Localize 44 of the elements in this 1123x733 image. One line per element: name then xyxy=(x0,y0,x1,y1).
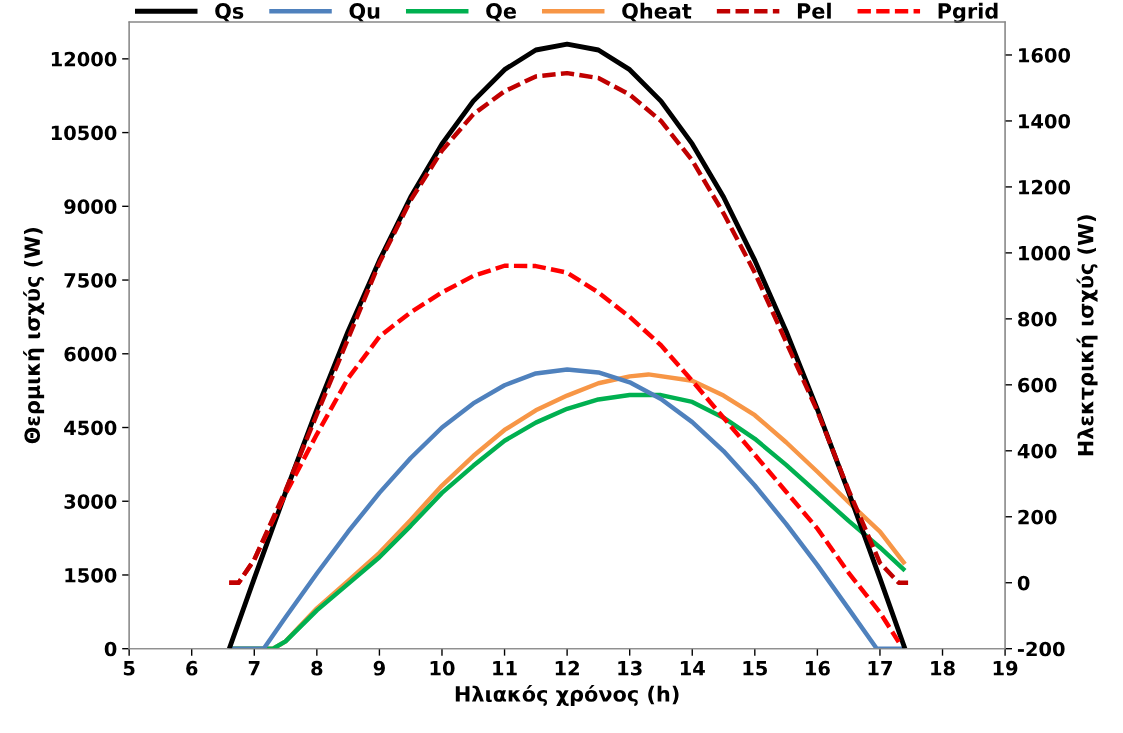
legend-label: Pgrid xyxy=(938,2,998,24)
line-series xyxy=(227,70,911,585)
y2-tick-label: 1200 xyxy=(1019,179,1071,195)
x-tick-label: 9 xyxy=(373,660,385,676)
y2-tick-label: 0 xyxy=(1017,575,1030,591)
y-tick-label: 12000 xyxy=(51,51,117,67)
y-tick-label: 9000 xyxy=(64,199,117,214)
y2-tick-label: 400 xyxy=(1017,443,1057,459)
x-tick-label: 18 xyxy=(931,660,955,676)
x-tick-label: 8 xyxy=(311,660,323,676)
y-tick-label: 6000 xyxy=(64,346,117,362)
x-tick-label: 19 xyxy=(993,660,1018,676)
y2-tick-label: 800 xyxy=(1018,311,1057,327)
y2-tick-label: -200 xyxy=(1017,641,1065,657)
y2-tick-label: 600 xyxy=(1018,377,1057,393)
y2-tick-label: 1400 xyxy=(1019,113,1071,129)
x-tick-label: 10 xyxy=(430,660,455,676)
y-tick-label: 10500 xyxy=(51,125,117,141)
legend-label: Qu xyxy=(349,3,380,22)
y-tick-label: 1500 xyxy=(65,567,117,583)
y2-axis-title: Ηλεκτρική ισχύς (W) xyxy=(1076,215,1098,456)
x-tick-label: 16 xyxy=(806,660,830,676)
y-tick-label: 0 xyxy=(104,641,117,657)
x-tick-label: 13 xyxy=(618,660,642,676)
x-tick-label: 6 xyxy=(186,660,198,676)
y-tick-label: 4500 xyxy=(64,420,117,436)
x-tick-label: 12 xyxy=(555,660,579,676)
x-tick-label: 7 xyxy=(248,661,260,676)
x-tick-label: 5 xyxy=(123,661,135,676)
legend-label: Qs xyxy=(215,3,244,22)
y-tick-label: 3000 xyxy=(64,494,117,509)
y-tick-label: 7500 xyxy=(64,273,117,288)
legend-label: Qe xyxy=(486,3,516,22)
y-axis-title: Θερμική ισχύς (W) xyxy=(23,228,45,444)
x-tick-label: 14 xyxy=(680,661,705,676)
x-tick-label: 11 xyxy=(493,661,517,676)
x-tick-label: 15 xyxy=(743,661,767,676)
x-axis-title: Ηλιακός χρόνος (h) xyxy=(455,684,679,706)
y2-tick-label: 1600 xyxy=(1019,47,1071,63)
x-tick-label: 17 xyxy=(868,661,892,676)
legend-label: Qheat xyxy=(622,2,692,22)
legend-label: Pel xyxy=(797,2,831,19)
y2-tick-label: 200 xyxy=(1018,509,1057,525)
y2-tick-label: 1000 xyxy=(1019,245,1071,261)
